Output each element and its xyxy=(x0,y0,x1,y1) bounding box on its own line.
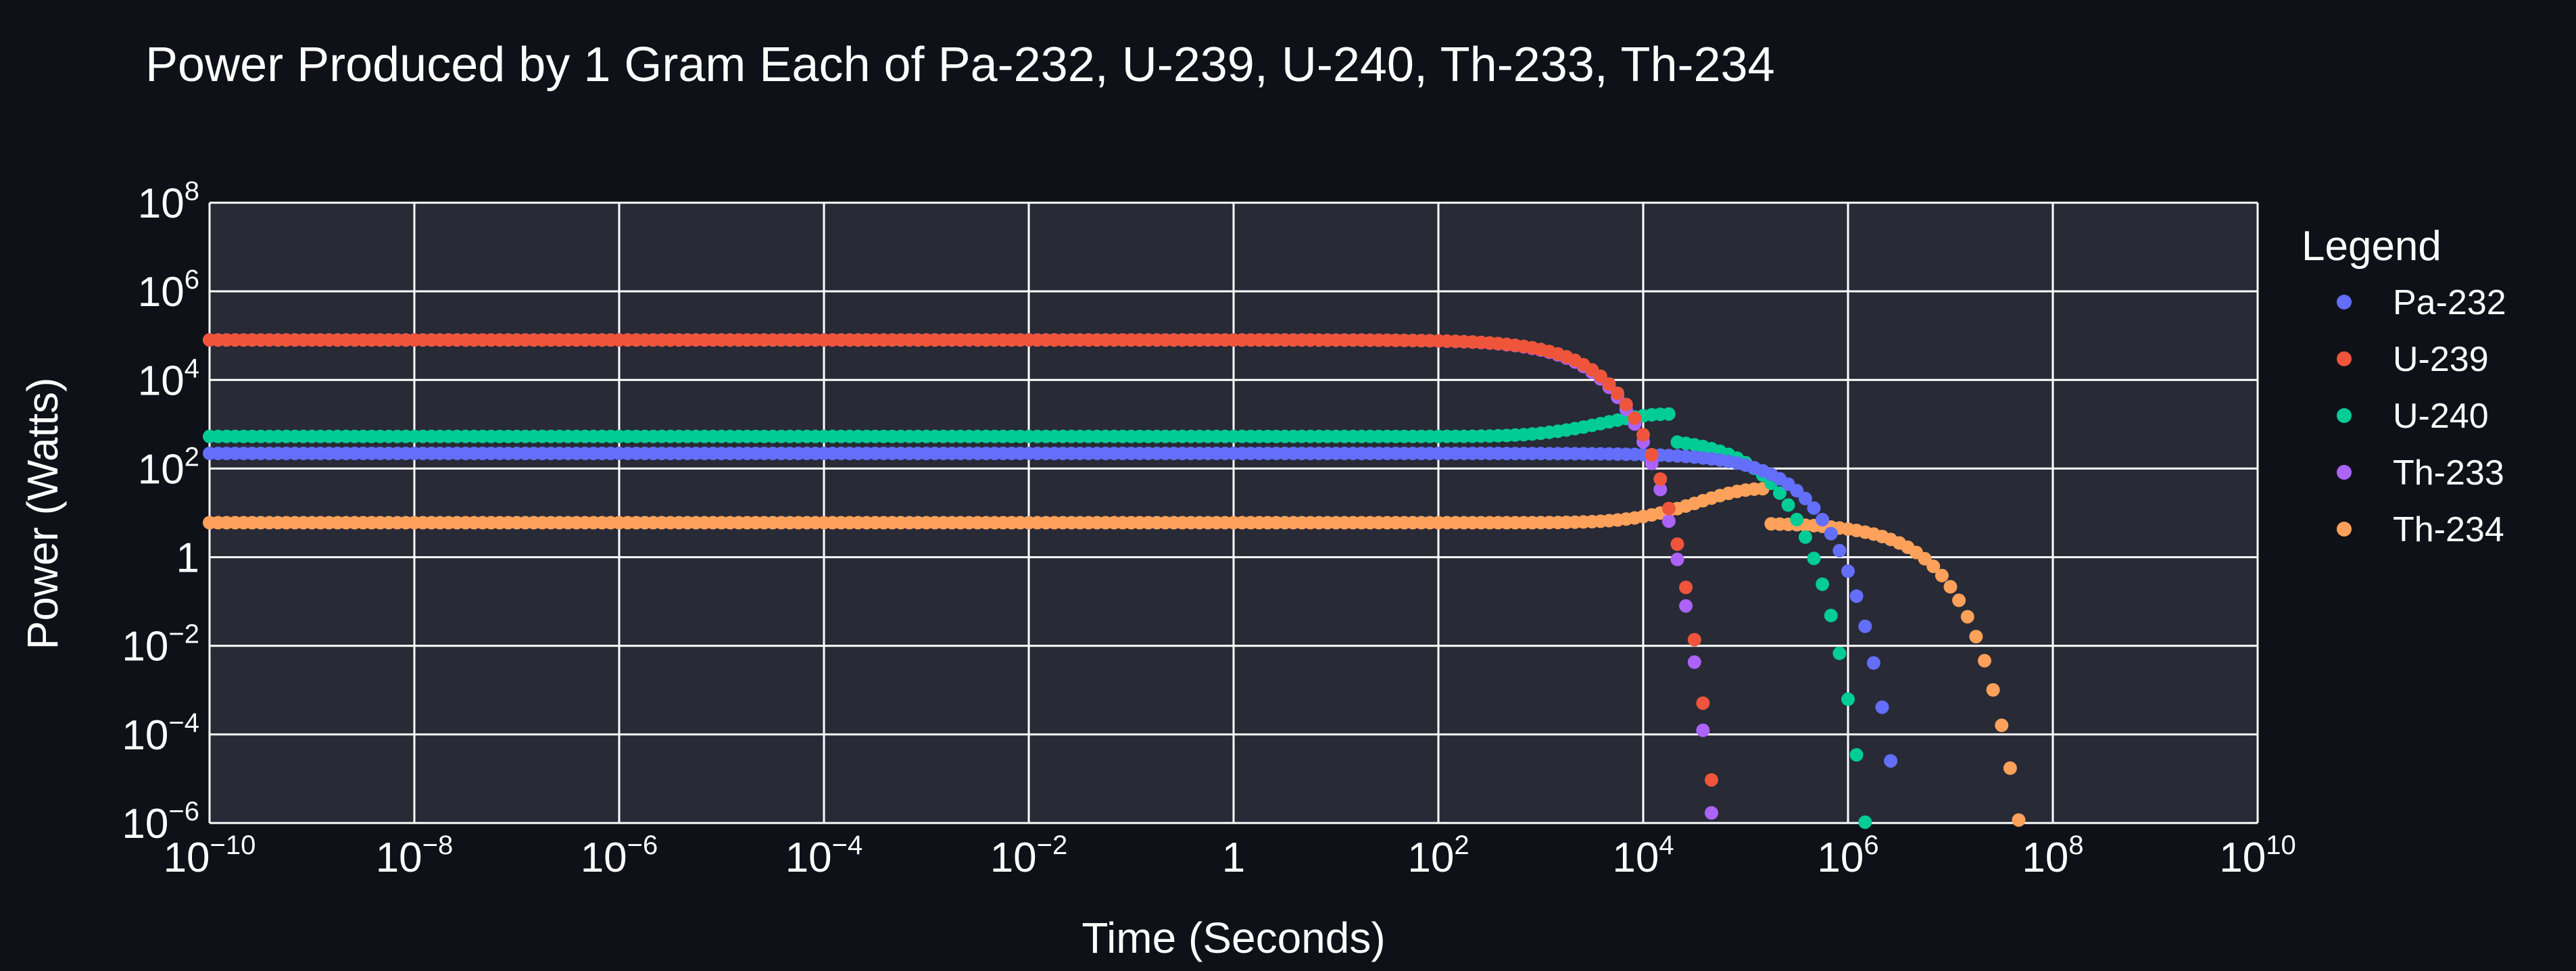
x-axis-title: Time (Seconds) xyxy=(1082,914,1385,962)
data-point xyxy=(1978,653,1991,668)
data-point xyxy=(1849,748,1864,762)
data-point xyxy=(1790,512,1804,526)
data-point xyxy=(1636,428,1650,442)
data-point xyxy=(1926,559,1941,574)
legend-marker xyxy=(2337,351,2352,366)
data-point xyxy=(2003,761,2017,775)
x-tick-label: 10−10 xyxy=(164,830,256,881)
data-point xyxy=(1687,632,1701,647)
data-point xyxy=(1705,806,1718,820)
data-point xyxy=(2012,813,2026,827)
y-tick-label: 10−6 xyxy=(122,797,199,847)
data-point xyxy=(1661,514,1676,528)
series-u-239 xyxy=(203,333,1718,787)
legend-marker xyxy=(2337,522,2352,537)
data-point xyxy=(1619,397,1633,412)
x-tick-label: 10−2 xyxy=(990,830,1068,881)
data-point xyxy=(1995,718,2009,732)
data-point xyxy=(1935,568,1949,582)
data-point xyxy=(1798,530,1812,544)
y-tick-label: 10−4 xyxy=(122,708,199,759)
data-point xyxy=(1884,754,1898,768)
data-point xyxy=(1679,580,1693,595)
series-pa-232 xyxy=(203,447,1898,768)
data-point xyxy=(1679,599,1693,613)
legend-label: U-239 xyxy=(2393,340,2489,379)
data-point xyxy=(1858,619,1872,633)
data-point xyxy=(1858,815,1872,829)
x-tick-label: 1010 xyxy=(2219,830,2295,881)
data-point xyxy=(1841,564,1855,578)
data-point xyxy=(1849,589,1864,603)
y-tick-label: 1 xyxy=(176,535,199,582)
data-point xyxy=(1986,683,2000,697)
data-point xyxy=(1969,630,1983,644)
data-point xyxy=(1790,484,1804,498)
data-point xyxy=(1816,513,1830,526)
data-point xyxy=(1661,501,1676,516)
data-point xyxy=(1628,411,1642,425)
x-tick-label: 10−6 xyxy=(581,830,658,881)
y-tick-label: 106 xyxy=(138,265,199,316)
series-u-240 xyxy=(203,407,1872,829)
chart-title: Power Produced by 1 Gram Each of Pa-232,… xyxy=(145,38,1775,92)
data-point xyxy=(1832,646,1847,660)
data-point xyxy=(1807,551,1821,566)
x-tick-label: 108 xyxy=(2022,830,2083,881)
data-point xyxy=(1653,482,1668,497)
y-tick-labels: 10−6 10−4 10−2 1 102 104 106 108 xyxy=(122,176,199,847)
x-tick-label: 102 xyxy=(1407,830,1469,881)
data-point xyxy=(1653,472,1668,486)
x-tick-label: 10−4 xyxy=(785,830,863,881)
data-point xyxy=(1943,580,1958,594)
legend: Legend Pa-232 U-239 U-240 Th-233 Th-234 xyxy=(2302,223,2506,549)
y-tick-label: 10−2 xyxy=(122,620,199,670)
x-tick-labels: 10−10 10−8 10−6 10−4 10−2 1 102 104 106 108 1010 xyxy=(164,830,2296,881)
data-point xyxy=(1824,608,1838,622)
data-point xyxy=(1670,537,1684,551)
data-point xyxy=(1611,387,1625,400)
y-tick-label: 102 xyxy=(138,442,199,493)
data-point xyxy=(1807,501,1821,515)
data-points xyxy=(203,333,2026,829)
data-point xyxy=(1798,491,1812,505)
data-point xyxy=(1841,692,1855,706)
data-point xyxy=(1781,498,1795,512)
data-point xyxy=(1866,656,1880,670)
data-point xyxy=(1696,723,1710,737)
data-point xyxy=(1602,377,1616,391)
legend-label: Th-234 xyxy=(2393,510,2504,549)
legend-label: U-240 xyxy=(2393,397,2489,436)
legend-title: Legend xyxy=(2302,223,2441,270)
legend-label: Th-233 xyxy=(2393,453,2504,493)
data-point xyxy=(1670,552,1684,566)
data-point xyxy=(1661,407,1676,421)
data-point xyxy=(1952,593,1966,607)
x-tick-label: 10−8 xyxy=(376,830,454,881)
data-point xyxy=(1687,655,1701,669)
legend-marker xyxy=(2337,408,2352,423)
x-tick-label: 104 xyxy=(1612,830,1674,881)
data-point xyxy=(1832,543,1847,557)
data-point xyxy=(1816,577,1830,591)
y-tick-label: 108 xyxy=(138,176,199,227)
legend-label: Pa-232 xyxy=(2393,283,2506,322)
data-point xyxy=(1875,700,1889,714)
data-point xyxy=(1705,773,1718,787)
y-axis-title: Power (Watts) xyxy=(18,378,67,650)
data-point xyxy=(1773,486,1787,500)
legend-marker xyxy=(2337,465,2352,480)
data-point xyxy=(1696,696,1710,710)
x-tick-label: 1 xyxy=(1222,835,1245,881)
y-tick-label: 104 xyxy=(138,353,199,404)
x-tick-label: 106 xyxy=(1817,830,1878,881)
data-point xyxy=(1960,609,1974,624)
legend-marker xyxy=(2337,295,2352,309)
data-point xyxy=(1645,448,1659,462)
data-point xyxy=(1824,526,1838,541)
